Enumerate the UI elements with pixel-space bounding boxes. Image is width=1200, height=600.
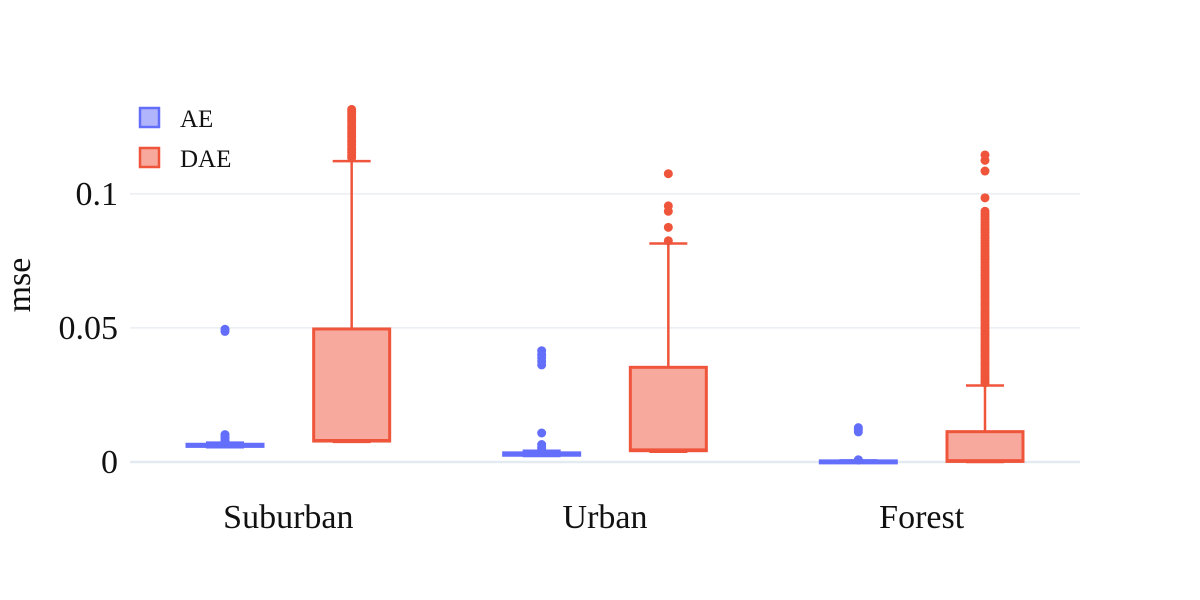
box-ae-urban[interactable] bbox=[502, 346, 582, 458]
box-iqr bbox=[945, 430, 1025, 463]
outlier-point bbox=[980, 166, 990, 176]
y-tick-label: 0.1 bbox=[76, 176, 119, 213]
box-dae-forest[interactable] bbox=[945, 150, 1025, 464]
legend[interactable]: AE DAE bbox=[138, 106, 231, 173]
legend-label: AE bbox=[180, 106, 213, 133]
y-axis: 0 0.05 0.1 bbox=[59, 176, 119, 481]
x-tick-label-forest: Forest bbox=[879, 499, 965, 536]
outlier-point bbox=[853, 427, 863, 437]
box-dae-suburban[interactable] bbox=[312, 104, 392, 444]
y-tick-label: 0 bbox=[101, 444, 118, 481]
box-iqr bbox=[312, 327, 392, 443]
box-dae-urban[interactable] bbox=[628, 169, 708, 454]
legend-item-dae[interactable]: DAE bbox=[138, 146, 231, 173]
outlier-point bbox=[663, 206, 673, 216]
box-ae-suburban[interactable] bbox=[185, 324, 265, 449]
outlier-point bbox=[220, 437, 230, 447]
outlier-point bbox=[663, 169, 673, 179]
outlier-point bbox=[980, 378, 990, 388]
outlier-point bbox=[980, 155, 990, 165]
box-iqr bbox=[628, 365, 708, 453]
outlier-point bbox=[663, 222, 673, 232]
box-series bbox=[185, 104, 1025, 465]
legend-label: DAE bbox=[180, 146, 231, 173]
legend-swatch bbox=[138, 106, 161, 129]
outlier-point bbox=[980, 193, 990, 203]
y-tick-label: 0.05 bbox=[59, 310, 119, 347]
grid-lines bbox=[130, 193, 1080, 464]
outlier-point bbox=[537, 444, 547, 454]
box-ae-forest[interactable] bbox=[818, 423, 898, 465]
legend-swatch bbox=[138, 146, 161, 169]
x-tick-label-suburban: Suburban bbox=[223, 499, 353, 536]
x-axis: Suburban Urban Forest bbox=[223, 499, 965, 536]
outlier-point bbox=[853, 455, 863, 465]
outlier-point bbox=[537, 428, 547, 438]
outlier-point bbox=[220, 326, 230, 336]
y-axis-title: mse bbox=[1, 258, 38, 313]
outlier-point bbox=[347, 153, 357, 163]
outlier-point bbox=[663, 236, 673, 246]
x-tick-label-urban: Urban bbox=[563, 499, 648, 536]
legend-item-ae[interactable]: AE bbox=[138, 106, 213, 133]
outlier-point bbox=[537, 360, 547, 370]
